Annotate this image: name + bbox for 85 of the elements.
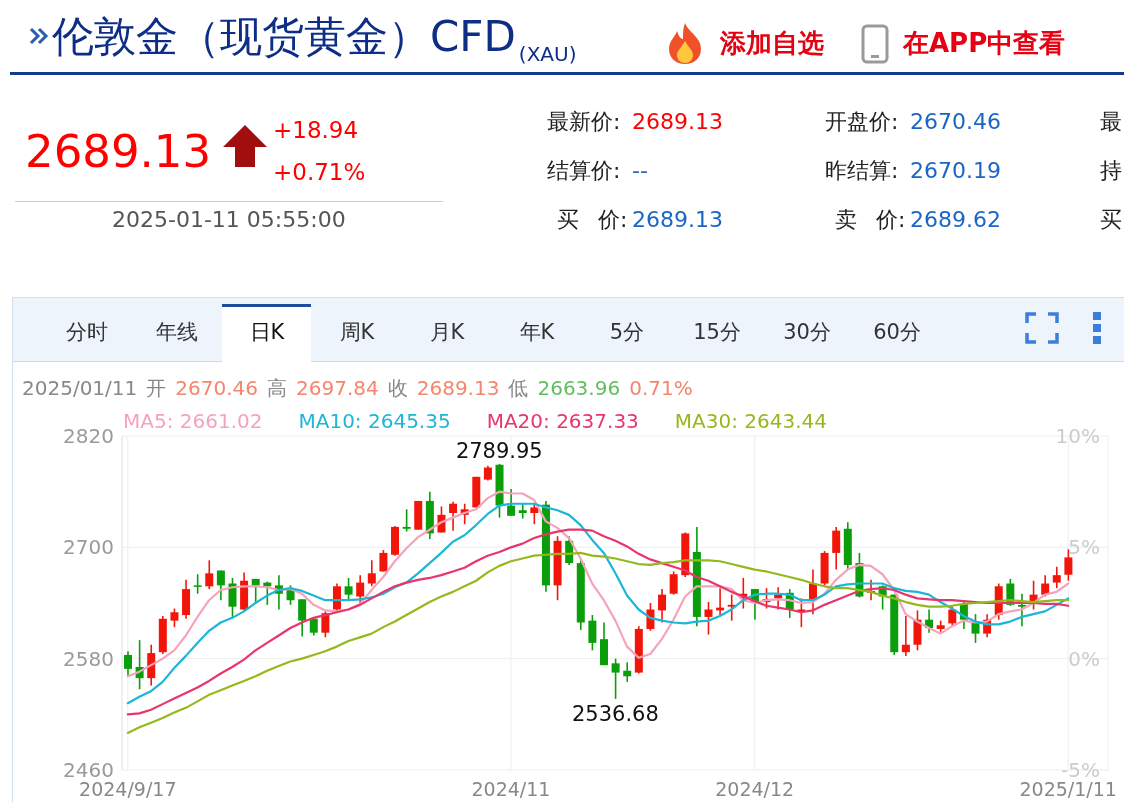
text: 2025-01-11 05:55:00 (112, 206, 346, 234)
annotation: 2789.95 (455, 438, 543, 463)
candlestick (193, 573, 202, 595)
chart-title: 伦敦金（现货黄金）CFD$_{(XAU)}$ (52, 11, 577, 68)
annotation: 2536.68 (571, 701, 659, 726)
candlestick (704, 601, 713, 636)
text: 分时 (65, 319, 109, 346)
candlestick (402, 508, 411, 533)
text: 月K (428, 319, 466, 346)
text: MA30: 2643.44 (674, 408, 828, 434)
text: 开盘价: (825, 108, 899, 136)
candlestick (669, 570, 678, 596)
text: MA5: 2661.02 (123, 408, 263, 434)
candlestick (507, 488, 516, 517)
candlestick (321, 610, 330, 639)
x-tick-label: 2024/11 (471, 778, 551, 800)
line-series (126, 490, 1070, 678)
text: 在APP中查看 (903, 28, 1066, 60)
text: 2689.13 (25, 125, 212, 179)
y-tick-label: 2580 (63, 646, 114, 671)
text: MA10: 2645.35 (298, 408, 451, 434)
candlestick (367, 559, 376, 588)
text: 低 (508, 375, 529, 401)
text: 昨结算: (825, 157, 899, 185)
candlestick (948, 605, 957, 627)
text: 结算价: (547, 157, 621, 185)
text: 2670.19 (910, 157, 1001, 185)
text: 60分 (872, 319, 922, 346)
candlestick (588, 614, 597, 652)
text: 买 价: (557, 206, 628, 234)
y-tick-label: 2820 (63, 424, 114, 449)
text: 最 (1100, 108, 1122, 136)
candlestick (170, 607, 179, 628)
text: 2697.84 (296, 375, 379, 401)
text: 2689.13 (416, 375, 500, 401)
candlestick (216, 569, 225, 602)
candlestick (611, 657, 620, 700)
x-tick-label: 2024/12 (715, 778, 795, 800)
text: 年线 (155, 319, 199, 346)
text: +0.71% (273, 159, 366, 187)
text: 年K (518, 319, 556, 346)
text: 2689.13 (632, 206, 723, 234)
candlestick (124, 650, 132, 678)
text: 高 (267, 375, 287, 401)
candlestick (286, 584, 295, 606)
candlestick (356, 574, 365, 604)
text: 2670.46 (910, 108, 1001, 136)
candlestick (228, 577, 237, 618)
text: 2025/01/11 (22, 375, 138, 401)
x-tick-label: 2025/1/11 (1019, 778, 1117, 800)
candlestick (1052, 566, 1061, 589)
candlestick (518, 502, 527, 520)
text: 收 (387, 375, 408, 401)
text: 5分 (608, 319, 646, 346)
line-series (126, 502, 1070, 705)
text: MA20: 2637.33 (486, 408, 639, 434)
candlestick (971, 613, 980, 644)
candlestick (344, 577, 353, 601)
candlestick (449, 501, 458, 532)
text: 2670.46 (175, 375, 258, 401)
text: -- (632, 157, 648, 185)
candlestick (205, 559, 214, 590)
text: 0.71% (629, 375, 693, 401)
text: 日K (248, 319, 286, 346)
candlestick (530, 502, 539, 525)
text: 周K (338, 319, 376, 346)
text: 15分 (692, 319, 742, 346)
candlestick (797, 597, 806, 628)
text: 2689.13 (632, 108, 723, 136)
text: 卖 价: (835, 206, 906, 234)
candlestick (332, 582, 341, 613)
y-tick-label: 2700 (63, 535, 114, 560)
text: 2689.62 (910, 206, 1001, 234)
candlestick (832, 526, 841, 571)
text: 30分 (782, 319, 832, 346)
candlestick (1017, 592, 1026, 627)
text: 开 (146, 375, 167, 401)
text: 2663.96 (537, 375, 621, 401)
candlestick (901, 615, 910, 657)
candlestick (298, 598, 307, 638)
text: 最新价: (547, 108, 621, 136)
text: 买 (1100, 206, 1122, 234)
text: +18.94 (273, 117, 359, 145)
text: 添加自选 (720, 28, 824, 60)
text: 持 (1100, 157, 1122, 185)
